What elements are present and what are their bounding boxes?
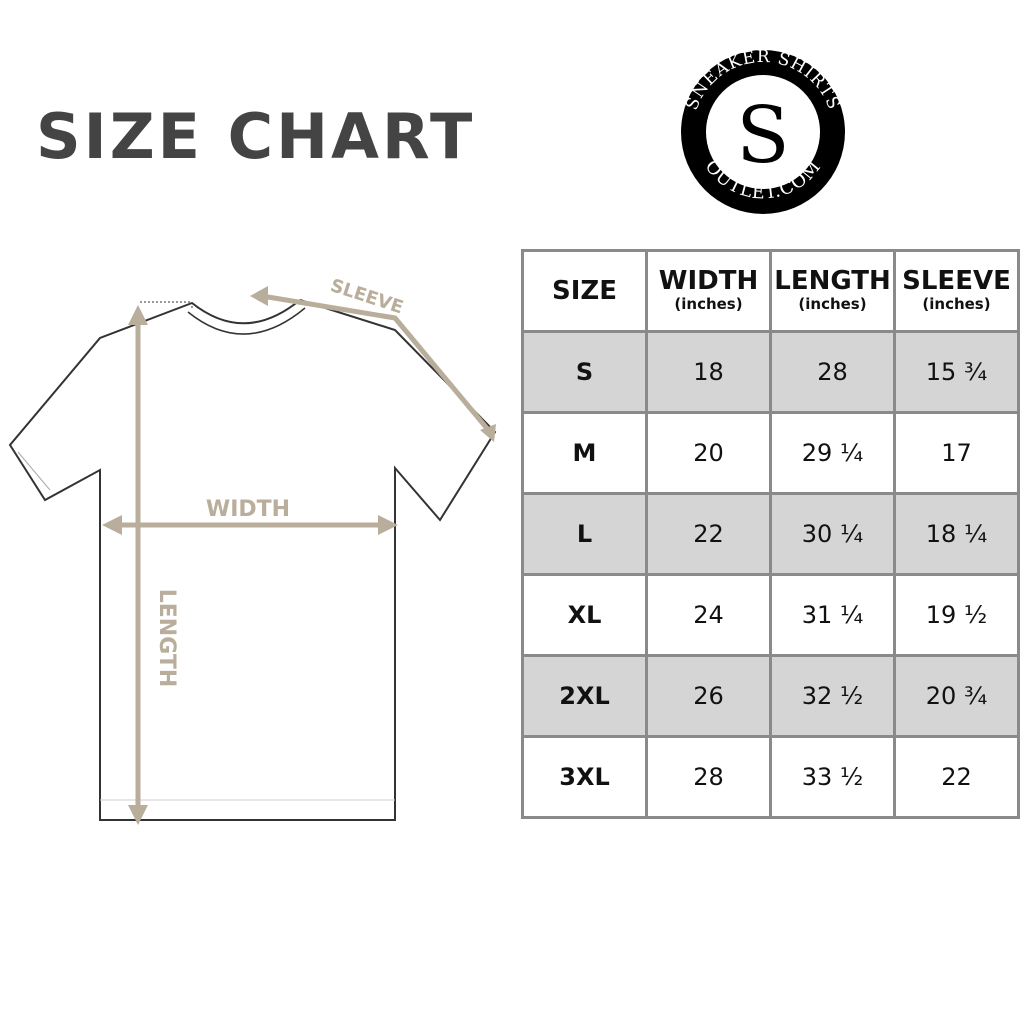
width-cell: 18 [645, 330, 772, 414]
size-cell: L [521, 492, 648, 576]
sleeve-cell: 19 ½ [893, 573, 1020, 657]
sleeve-cell: 20 ¾ [893, 654, 1020, 738]
width-cell: 20 [645, 411, 772, 495]
length-cell: 28 [769, 330, 896, 414]
size-cell: 3XL [521, 735, 648, 819]
tshirt-diagram: WIDTH SLEEVE LENGTH [8, 275, 497, 825]
size-cell: M [521, 411, 648, 495]
length-cell: 30 ¼ [769, 492, 896, 576]
width-cell: 24 [645, 573, 772, 657]
sleeve-cell: 22 [893, 735, 1020, 819]
sleeve-cell: 18 ¼ [893, 492, 1020, 576]
svg-text:S: S [736, 91, 789, 181]
sleeve-cell: 17 [893, 411, 1020, 495]
size-cell: 2XL [521, 654, 648, 738]
table-row: S 18 28 15 ¾ [521, 330, 1020, 414]
table-row: M 20 29 ¼ 17 [521, 411, 1020, 495]
tshirt-outline [8, 299, 497, 821]
length-cell: 33 ½ [769, 735, 896, 819]
width-cell: 26 [645, 654, 772, 738]
table-row: 2XL 26 32 ½ 20 ¾ [521, 654, 1020, 738]
length-cell: 31 ¼ [769, 573, 896, 657]
size-cell: XL [521, 573, 648, 657]
width-label: WIDTH [206, 497, 290, 522]
table-row: L 22 30 ¼ 18 ¼ [521, 492, 1020, 576]
header-length: LENGTH (inches) [769, 249, 896, 333]
table-header-row: SIZE WIDTH (inches) LENGTH (inches) SLEEVE… [521, 249, 1020, 333]
length-cell: 32 ½ [769, 654, 896, 738]
width-cell: 28 [645, 735, 772, 819]
sleeve-cell: 15 ¾ [893, 330, 1020, 414]
sneaker-shirts-logo: SNEAKER SHIRTS OUTLET.COM S [681, 50, 845, 214]
table-row: 3XL 28 33 ½ 22 [521, 735, 1020, 819]
length-label: LENGTH [154, 589, 179, 688]
header-sleeve: SLEEVE (inches) [893, 249, 1020, 333]
table-row: XL 24 31 ¼ 19 ½ [521, 573, 1020, 657]
size-cell: S [521, 330, 648, 414]
length-cell: 29 ¼ [769, 411, 896, 495]
header-size: SIZE [521, 249, 648, 333]
page-title: SIZE CHART [36, 100, 476, 173]
size-table: SIZE WIDTH (inches) LENGTH (inches) SLEEVE… [521, 249, 1020, 819]
header-width: WIDTH (inches) [645, 249, 772, 333]
width-cell: 22 [645, 492, 772, 576]
